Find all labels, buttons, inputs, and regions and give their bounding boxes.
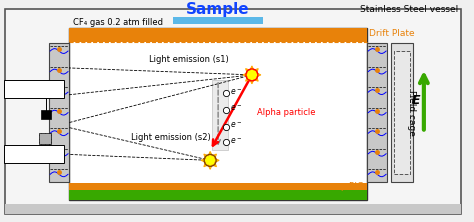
Text: Alpha particle: Alpha particle	[257, 108, 315, 117]
Bar	[391, 43, 413, 182]
Text: E: E	[411, 94, 420, 107]
Text: Sample: Sample	[186, 2, 250, 17]
Text: $e^-$: $e^-$	[230, 87, 242, 97]
Bar	[212, 80, 228, 151]
Bar	[41, 110, 51, 119]
Bar	[69, 190, 367, 200]
Text: CF₄ gas 0.2 atm filled: CF₄ gas 0.2 atm filled	[73, 18, 163, 27]
Polygon shape	[201, 151, 219, 169]
Text: Head-on PMT: Head-on PMT	[9, 150, 60, 159]
Polygon shape	[243, 66, 261, 84]
Bar	[39, 133, 51, 145]
Text: Field cage: Field cage	[408, 90, 417, 136]
Text: $e^-$: $e^-$	[230, 104, 242, 113]
Text: $e^-$: $e^-$	[230, 121, 242, 130]
Bar	[394, 51, 410, 174]
Bar	[69, 28, 367, 200]
Bar	[173, 17, 263, 24]
Text: μ-PIC: μ-PIC	[340, 182, 363, 191]
Bar	[367, 43, 387, 182]
FancyBboxPatch shape	[4, 145, 64, 163]
Bar	[69, 183, 367, 190]
Bar	[49, 43, 69, 182]
Text: Drift Plate: Drift Plate	[369, 29, 415, 38]
Text: $e^-$: $e^-$	[230, 137, 242, 146]
Text: Stainless Steel vessel: Stainless Steel vessel	[360, 5, 459, 14]
Text: Light emission (s2): Light emission (s2)	[131, 133, 210, 142]
Text: Light emission (s1): Light emission (s1)	[148, 56, 228, 64]
Bar	[69, 28, 367, 42]
FancyBboxPatch shape	[4, 80, 64, 98]
Bar	[5, 204, 461, 214]
Text: Side-on PMT: Side-on PMT	[11, 84, 58, 93]
